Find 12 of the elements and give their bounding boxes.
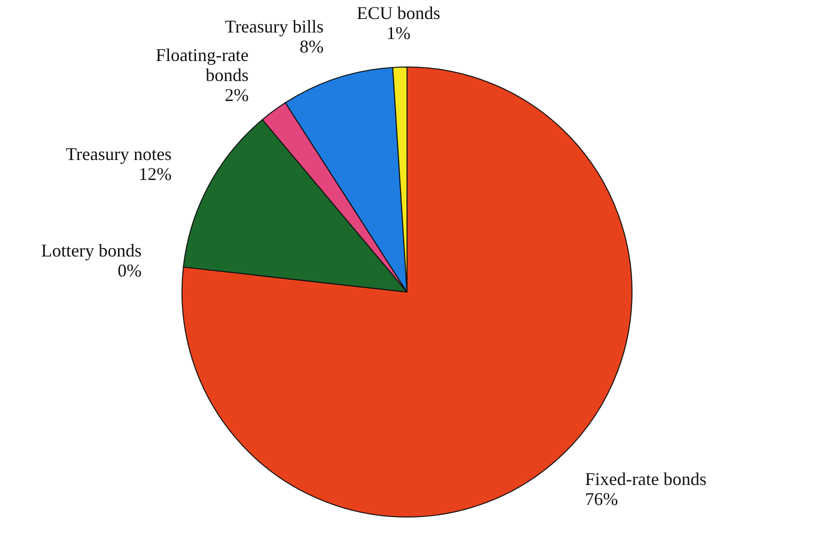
slice-label: Treasury notes [66,144,172,164]
slice-label: Fixed-rate bonds [585,469,707,490]
slice-label: ECU bonds [356,3,440,24]
slice-label: Treasury bills [224,16,324,36]
data-label: 8% [300,36,324,56]
data-label: 2% [224,85,249,106]
data-label: 1% [386,23,411,44]
category-label: Lottery bonds [41,240,142,261]
slice-label: Floating-rate bonds [156,45,249,86]
data-label: 76% [585,489,618,510]
text: 0% [118,260,142,281]
data-label: 12% [138,164,172,184]
